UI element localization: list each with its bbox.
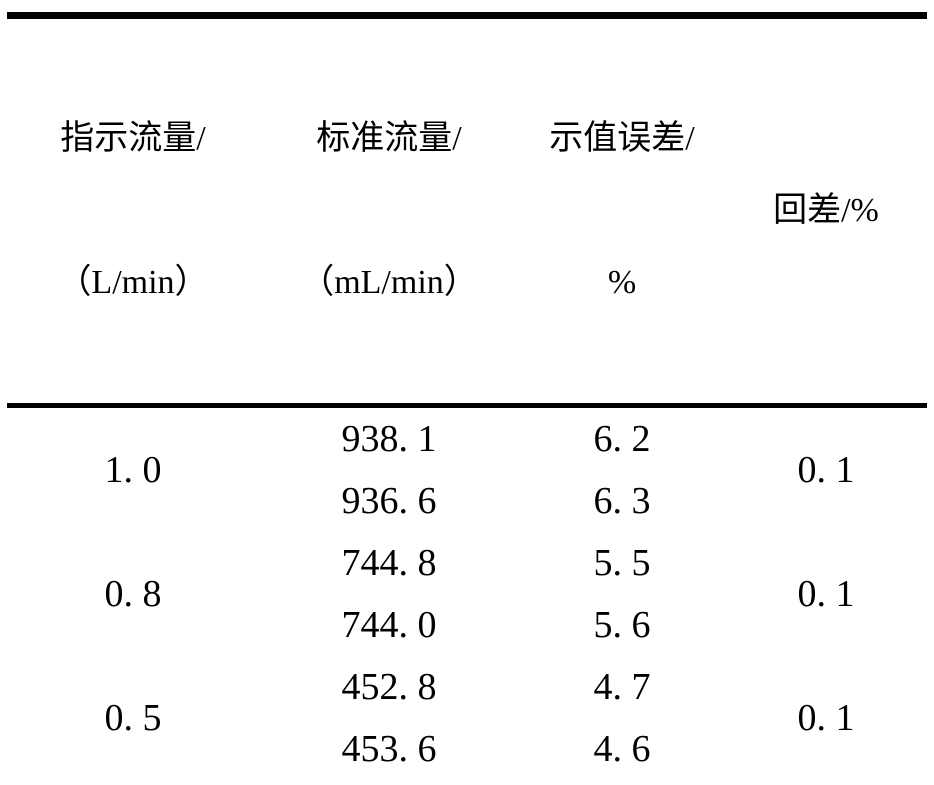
standard-flow-cell: 744. 0 [341,604,437,646]
table-row: 453. 6 4. 6 [7,718,927,780]
col-header-indication-error: 示值误差/ % [519,15,725,408]
error-cell: 4. 7 [593,666,651,708]
indicated-flow-cell: 1. 0 [104,449,162,491]
standard-flow-cell: 453. 6 [341,728,437,770]
table-row: 744. 0 5. 6 [7,594,927,656]
col-header-standard-flow-line1: 标准流量/ [316,120,462,157]
col-header-standard-flow-line2: （mL/min） [300,264,478,301]
col-header-indicated-flow-line1: 指示流量/ [60,120,206,157]
standard-flow-cell: 265. 0 [259,780,519,785]
col-header-hysteresis: 回差/% [725,15,927,408]
col-header-indication-error-line1: 示值误差/ [549,120,695,157]
hysteresis-cell: 0. 1 [797,449,855,491]
hysteresis-cell: 0. 1 [797,697,855,739]
table-row: 1. 0 938. 1 6. 2 0. 1 [7,406,927,491]
table-row: 0. 3 265. 0 3. 5 0. 1 [7,780,927,785]
error-cell: 6. 2 [593,418,651,460]
col-header-standard-flow: 标准流量/ （mL/min） [259,15,519,408]
col-header-hysteresis-line1: 回差/% [773,192,879,229]
table-row: 936. 6 6. 3 [7,470,927,532]
indicated-flow-cell: 0. 5 [104,697,162,739]
error-cell: 5. 6 [593,604,651,646]
error-cell: 3. 5 [519,780,725,785]
table-row: 0. 5 452. 8 4. 7 0. 1 [7,656,927,739]
indicated-flow-cell: 0. 3 [7,780,259,785]
error-cell: 4. 6 [593,728,651,770]
standard-flow-cell: 452. 8 [341,666,437,708]
col-header-indicated-flow: 指示流量/ （L/min） [7,15,259,408]
indicated-flow-cell: 0. 8 [104,573,162,615]
table-row: 0. 8 744. 8 5. 5 0. 1 [7,532,927,615]
standard-flow-cell: 936. 6 [341,480,437,522]
standard-flow-cell: 744. 8 [341,542,437,584]
hysteresis-cell: 0. 1 [797,573,855,615]
error-cell: 5. 5 [593,542,651,584]
col-header-indicated-flow-line2: （L/min） [57,264,209,301]
error-cell: 6. 3 [593,480,651,522]
header-row: 指示流量/ （L/min） 标准流量/ （mL/min） 示值误差/ % 回差/… [7,15,927,408]
col-header-indication-error-line2: % [607,264,637,301]
hysteresis-cell: 0. 1 [725,780,927,785]
standard-flow-cell: 938. 1 [341,418,437,460]
flow-calibration-table: 指示流量/ （L/min） 标准流量/ （mL/min） 示值误差/ % 回差/… [7,12,927,785]
